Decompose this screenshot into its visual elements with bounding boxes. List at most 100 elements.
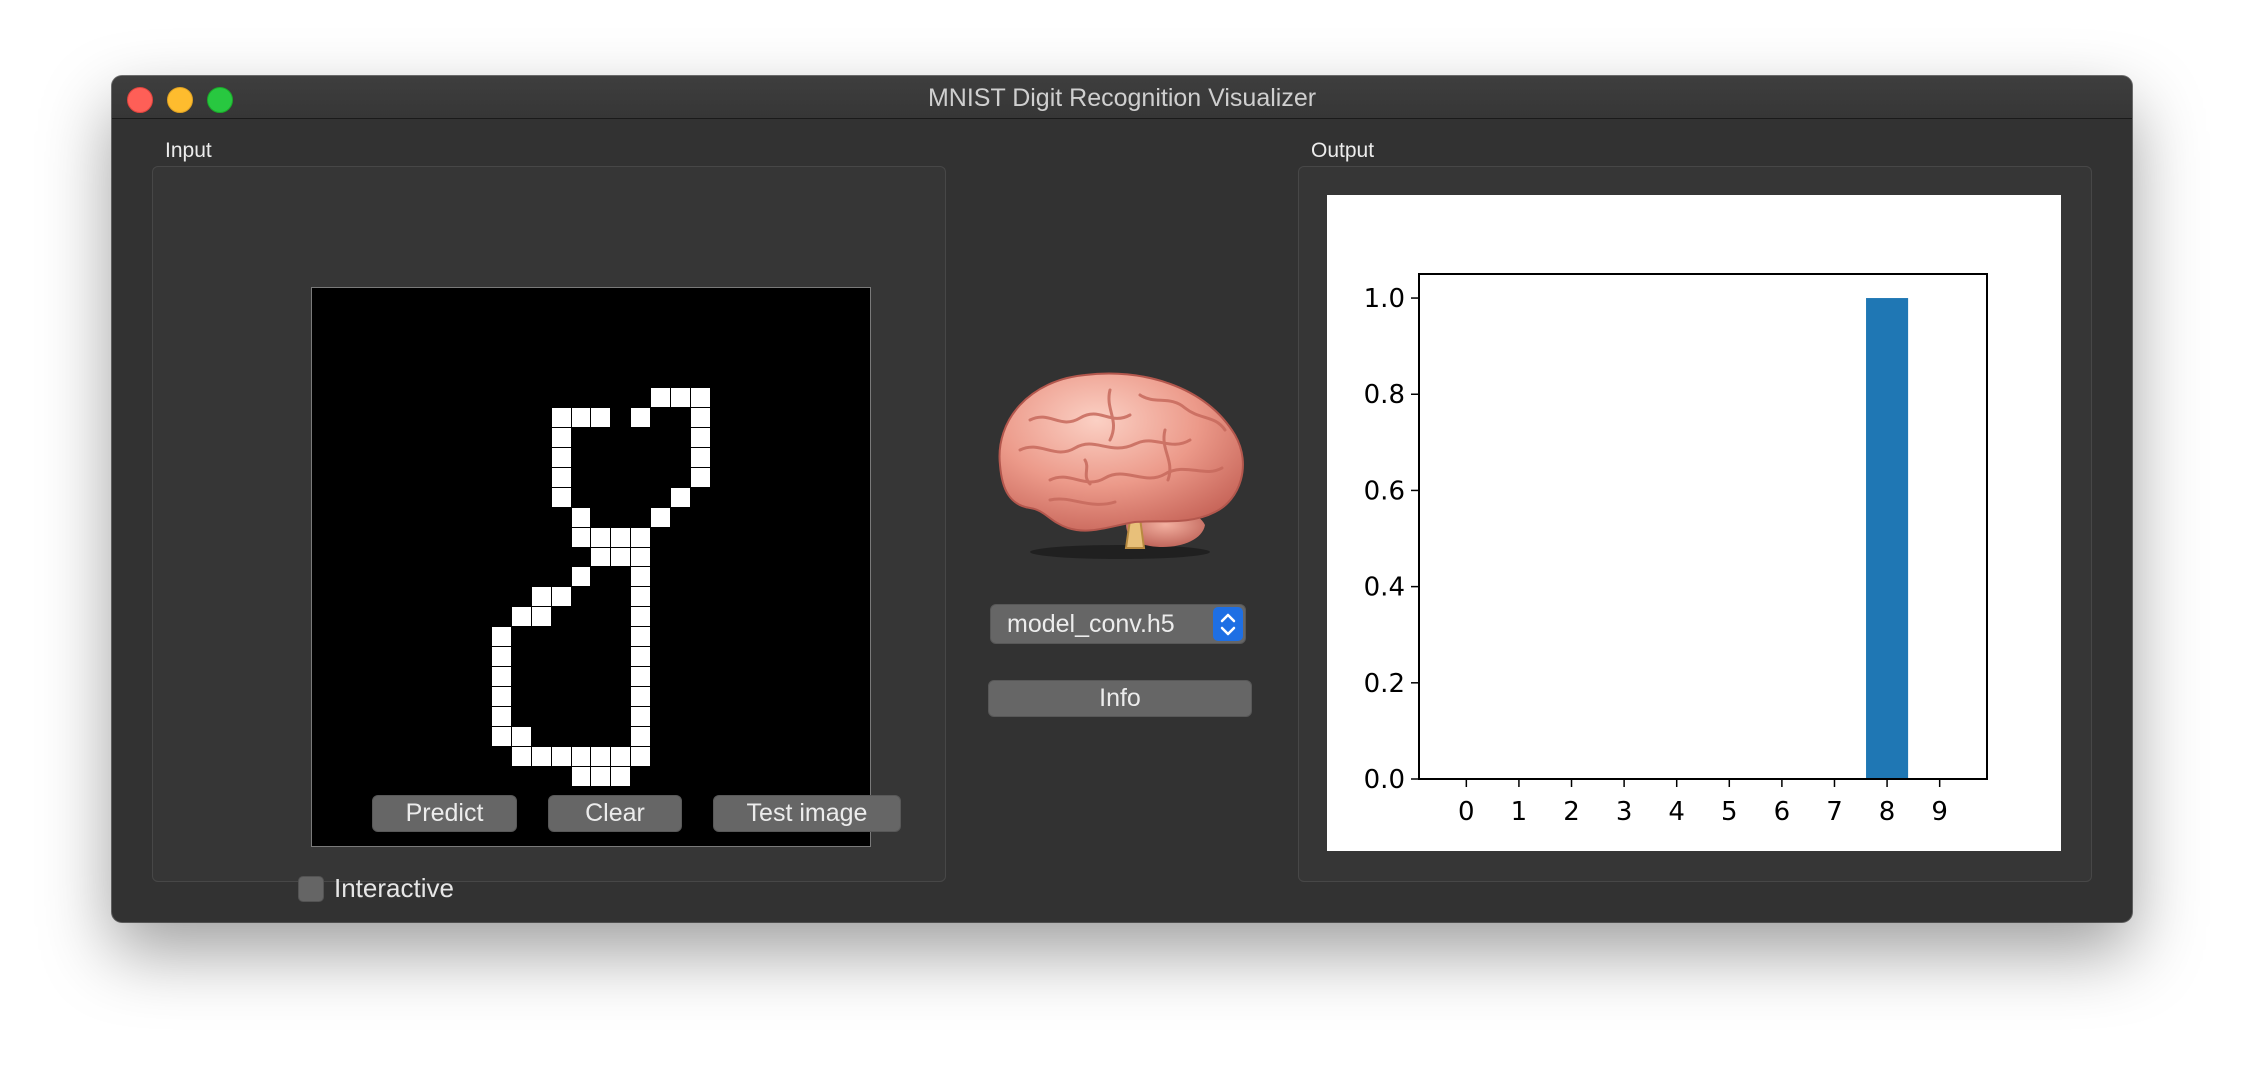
grid-cell[interactable] [351, 787, 371, 807]
grid-cell[interactable] [611, 327, 631, 347]
grid-cell[interactable] [411, 288, 431, 307]
grid-cell[interactable] [491, 667, 511, 687]
grid-cell[interactable] [651, 647, 671, 667]
grid-cell[interactable] [491, 487, 511, 507]
grid-cell[interactable] [511, 627, 531, 647]
grid-cell[interactable] [491, 647, 511, 667]
grid-cell[interactable] [312, 667, 331, 687]
grid-cell[interactable] [811, 447, 831, 467]
grid-cell[interactable] [511, 647, 531, 667]
grid-cell[interactable] [791, 387, 811, 407]
grid-cell[interactable] [851, 727, 870, 747]
grid-cell[interactable] [331, 607, 351, 627]
grid-cell[interactable] [431, 527, 451, 547]
grid-cell[interactable] [571, 627, 591, 647]
grid-cell[interactable] [671, 727, 691, 747]
grid-cell[interactable] [331, 507, 351, 527]
grid-cell[interactable] [391, 288, 411, 307]
grid-cell[interactable] [731, 427, 751, 447]
grid-cell[interactable] [731, 288, 751, 307]
grid-cell[interactable] [312, 327, 331, 347]
grid-cell[interactable] [791, 667, 811, 687]
grid-cell[interactable] [411, 567, 431, 587]
grid-cell[interactable] [451, 467, 471, 487]
grid-cell[interactable] [491, 687, 511, 707]
grid-cell[interactable] [551, 707, 571, 727]
grid-cell[interactable] [731, 387, 751, 407]
grid-cell[interactable] [511, 727, 531, 747]
grid-cell[interactable] [351, 807, 371, 827]
grid-cell[interactable] [651, 527, 671, 547]
grid-cell[interactable] [611, 687, 631, 707]
grid-cell[interactable] [791, 407, 811, 427]
grid-cell[interactable] [731, 607, 751, 627]
grid-cell[interactable] [711, 387, 731, 407]
grid-cell[interactable] [331, 687, 351, 707]
grid-cell[interactable] [451, 707, 471, 727]
grid-cell[interactable] [551, 447, 571, 467]
grid-cell[interactable] [351, 667, 371, 687]
grid-cell[interactable] [331, 347, 351, 367]
grid-cell[interactable] [531, 607, 551, 627]
grid-cell[interactable] [312, 787, 331, 807]
grid-cell[interactable] [771, 447, 791, 467]
grid-cell[interactable] [551, 627, 571, 647]
grid-cell[interactable] [851, 707, 870, 727]
grid-cell[interactable] [391, 407, 411, 427]
grid-cell[interactable] [691, 367, 711, 387]
grid-cell[interactable] [391, 527, 411, 547]
grid-cell[interactable] [551, 607, 571, 627]
grid-cell[interactable] [371, 307, 391, 327]
grid-cell[interactable] [851, 767, 870, 787]
grid-cell[interactable] [631, 507, 651, 527]
grid-cell[interactable] [312, 747, 331, 767]
grid-cell[interactable] [451, 627, 471, 647]
grid-cell[interactable] [691, 288, 711, 307]
grid-cell[interactable] [811, 607, 831, 627]
grid-cell[interactable] [471, 627, 491, 647]
grid-cell[interactable] [831, 327, 851, 347]
grid-cell[interactable] [771, 547, 791, 567]
grid-cell[interactable] [551, 687, 571, 707]
grid-cell[interactable] [631, 727, 651, 747]
grid-cell[interactable] [631, 307, 651, 327]
grid-cell[interactable] [791, 307, 811, 327]
grid-cell[interactable] [651, 427, 671, 447]
grid-cell[interactable] [351, 587, 371, 607]
grid-cell[interactable] [711, 567, 731, 587]
grid-cell[interactable] [431, 367, 451, 387]
grid-cell[interactable] [811, 627, 831, 647]
grid-cell[interactable] [711, 367, 731, 387]
grid-cell[interactable] [571, 547, 591, 567]
grid-cell[interactable] [431, 547, 451, 567]
grid-cell[interactable] [671, 667, 691, 687]
grid-cell[interactable] [431, 607, 451, 627]
grid-cell[interactable] [831, 627, 851, 647]
grid-cell[interactable] [491, 447, 511, 467]
grid-cell[interactable] [351, 407, 371, 427]
grid-cell[interactable] [771, 747, 791, 767]
grid-cell[interactable] [571, 447, 591, 467]
grid-cell[interactable] [531, 367, 551, 387]
grid-cell[interactable] [431, 707, 451, 727]
grid-cell[interactable] [411, 667, 431, 687]
grid-cell[interactable] [791, 467, 811, 487]
grid-cell[interactable] [371, 387, 391, 407]
grid-cell[interactable] [671, 607, 691, 627]
grid-cell[interactable] [811, 527, 831, 547]
grid-cell[interactable] [491, 427, 511, 447]
grid-cell[interactable] [831, 747, 851, 767]
grid-cell[interactable] [451, 727, 471, 747]
grid-cell[interactable] [471, 747, 491, 767]
grid-cell[interactable] [371, 487, 391, 507]
grid-cell[interactable] [551, 347, 571, 367]
grid-cell[interactable] [631, 427, 651, 447]
grid-cell[interactable] [811, 647, 831, 667]
grid-cell[interactable] [351, 827, 371, 846]
grid-cell[interactable] [751, 667, 771, 687]
grid-cell[interactable] [391, 547, 411, 567]
grid-cell[interactable] [751, 307, 771, 327]
grid-cell[interactable] [411, 367, 431, 387]
grid-cell[interactable] [371, 647, 391, 667]
grid-cell[interactable] [351, 547, 371, 567]
